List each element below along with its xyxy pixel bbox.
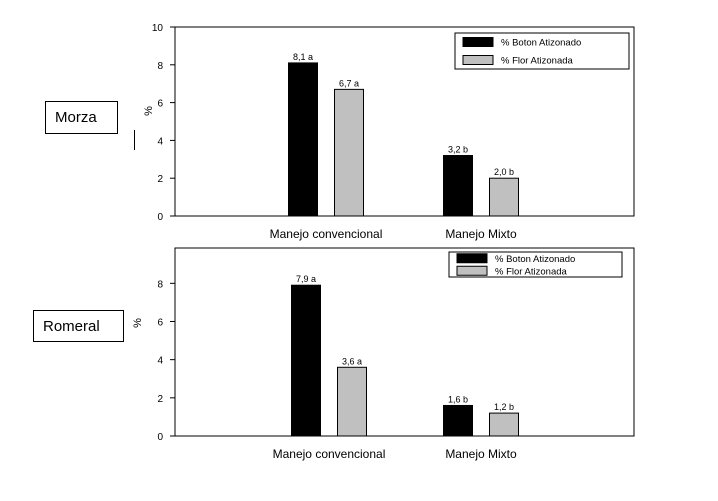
chart2-y-axis-label: % bbox=[132, 318, 144, 328]
chart2-bar bbox=[337, 366, 367, 437]
chart2-legend-swatch bbox=[456, 253, 488, 264]
chart2-y-tick-label: 4 bbox=[157, 356, 163, 367]
chart1-legend-label: % Boton Atizonado bbox=[501, 38, 581, 49]
chart1-y-tick-label: 4 bbox=[157, 136, 163, 147]
chart2-legend-swatch bbox=[456, 265, 488, 276]
chart2-bar bbox=[443, 404, 473, 437]
chart1-y-tick-label: 0 bbox=[157, 212, 163, 223]
chart1-x-category-label: Manejo convencional bbox=[270, 227, 383, 241]
chart2-y-tick-label: 0 bbox=[157, 432, 163, 443]
chart2-legend-label: % Flor Atizonada bbox=[495, 266, 568, 277]
chart2-y-tick-label: 6 bbox=[157, 317, 163, 328]
chart1-y-tick-label: 10 bbox=[152, 23, 164, 34]
chart2-bar-value-label: 3,6 a bbox=[342, 356, 362, 366]
chart1-bar bbox=[288, 62, 318, 217]
morza-label-text: Morza bbox=[55, 109, 97, 126]
chart2-x-category-label: Manejo Mixto bbox=[445, 447, 517, 461]
morza-label: Morza bbox=[45, 101, 118, 134]
chart1-y-tick-label: 2 bbox=[157, 174, 163, 185]
chart2-bar bbox=[291, 284, 321, 437]
chart2-bar-value-label: 7,9 a bbox=[296, 274, 316, 284]
chart2-bar-value-label: 1,2 b bbox=[494, 402, 514, 412]
chart1-y-tick-label: 8 bbox=[157, 61, 163, 72]
romeral-label: Romeral bbox=[33, 310, 124, 342]
chart1-bar-value-label: 6,7 a bbox=[339, 78, 359, 88]
chart1-y-axis-label: % bbox=[143, 106, 155, 116]
chart1-bar bbox=[443, 155, 473, 217]
chart1-plot-frame bbox=[174, 26, 635, 217]
chart2-bar-value-label: 1,6 b bbox=[448, 394, 468, 404]
chart1-bar bbox=[334, 88, 364, 217]
chart1-bar-value-label: 2,0 b bbox=[494, 167, 514, 177]
chart1-legend-swatch bbox=[462, 37, 494, 47]
chart1-bar-value-label: 3,2 b bbox=[448, 145, 468, 155]
chart1-legend-label: % Flor Atizonada bbox=[501, 56, 574, 67]
chart2-y-tick-label: 8 bbox=[157, 279, 163, 290]
morza-label-mark bbox=[134, 130, 135, 150]
chart2-x-category-label: Manejo convencional bbox=[273, 447, 386, 461]
chart2-legend-label: % Boton Atizonado bbox=[495, 254, 575, 265]
chart2-bar bbox=[489, 412, 519, 437]
chart2-plot-frame bbox=[174, 247, 635, 437]
chart1-x-category-label: Manejo Mixto bbox=[445, 227, 517, 241]
chart2-y-tick-label: 2 bbox=[157, 394, 163, 405]
romeral-label-text: Romeral bbox=[43, 317, 100, 335]
chart1-y-tick-label: 6 bbox=[157, 99, 163, 110]
chart1-bar bbox=[489, 177, 519, 217]
chart1-bar-value-label: 8,1 a bbox=[293, 52, 313, 62]
chart1-legend-swatch bbox=[462, 55, 494, 65]
